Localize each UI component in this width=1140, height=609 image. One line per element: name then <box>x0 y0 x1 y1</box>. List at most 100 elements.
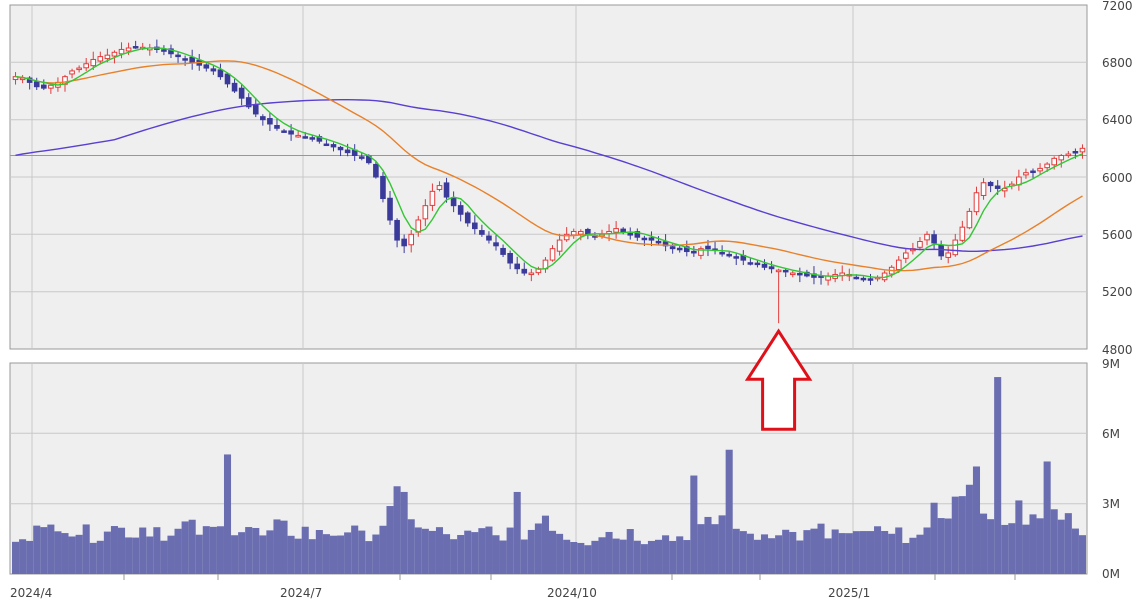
candle-body <box>634 231 641 238</box>
moving-average-short <box>15 47 1083 279</box>
volume-bar <box>845 533 853 574</box>
volume-bar <box>803 530 811 574</box>
volume-bar <box>322 534 330 574</box>
candle-body <box>464 212 471 224</box>
candle-body <box>549 248 556 261</box>
candle-body <box>691 250 697 254</box>
volume-bar <box>697 524 705 574</box>
x-axis-minor-ticks <box>123 574 1016 580</box>
volume-bar <box>259 535 267 574</box>
price-tick-7200: 7200 <box>1102 0 1133 13</box>
volume-bar <box>541 515 549 574</box>
candle-body <box>281 130 287 133</box>
candle-body <box>1079 147 1086 153</box>
candle-body <box>295 134 301 138</box>
volume-bar <box>506 527 514 574</box>
candle-body <box>387 197 393 221</box>
volume-bar <box>110 526 118 574</box>
x-axis: 2024/4 2024/7 2024/10 2025/1 <box>10 574 1016 600</box>
candle-body <box>1037 167 1043 172</box>
candle-body <box>408 233 415 246</box>
candle-body <box>775 269 782 273</box>
volume-bar <box>633 540 641 574</box>
candle-body <box>500 247 506 255</box>
candle-body <box>768 266 775 270</box>
volume-bar <box>605 531 613 574</box>
candle-body <box>111 51 118 57</box>
candle-body <box>797 272 803 276</box>
candle-body <box>959 226 966 241</box>
volume-bar <box>19 539 27 574</box>
volume-bar <box>139 527 147 574</box>
volume-bar <box>471 532 479 574</box>
candle-body <box>69 70 75 75</box>
price-tick-6400: 6400 <box>1102 113 1133 127</box>
price-panel <box>9 4 1088 350</box>
volume-bar <box>958 496 966 574</box>
volume-bar <box>103 531 111 574</box>
volume-bar <box>647 540 655 574</box>
candle-body <box>33 81 40 88</box>
volume-bar <box>82 524 90 574</box>
volume-bar <box>895 527 903 574</box>
candle-body <box>245 97 252 108</box>
volume-bar <box>146 536 154 574</box>
volume-bar <box>1064 513 1072 574</box>
candle-body <box>747 262 754 265</box>
price-data <box>10 39 1087 324</box>
candle-body <box>309 137 316 140</box>
volume-bar <box>824 538 832 574</box>
volume-bar <box>563 539 571 574</box>
volume-bar <box>273 519 281 574</box>
volume-bar <box>117 527 126 574</box>
candle-body <box>344 149 351 154</box>
volume-bar <box>831 529 839 574</box>
candle-body <box>973 192 980 213</box>
volume-bar <box>75 534 83 574</box>
candle-body <box>570 230 577 236</box>
volume-bar <box>838 533 846 574</box>
volume-bar <box>1078 535 1086 574</box>
volume-bar <box>358 530 366 574</box>
candle-body <box>97 56 104 62</box>
candle-body <box>224 73 231 85</box>
candle-body <box>1023 172 1029 176</box>
candle-body <box>132 46 139 49</box>
candle-body <box>1044 163 1050 169</box>
volume-bar <box>96 540 104 574</box>
volume-bar <box>980 513 988 574</box>
x-tick-2024-4: 2024/4 <box>10 586 52 600</box>
volume-bar <box>393 486 401 574</box>
volume-bar <box>315 530 323 574</box>
volume-bar <box>238 532 246 574</box>
candle-body <box>76 67 82 71</box>
candle-body <box>599 233 605 237</box>
volume-bar <box>1001 524 1009 574</box>
candle-body <box>966 210 973 229</box>
volume-bar <box>252 527 260 574</box>
candle-body <box>90 58 97 67</box>
volume-bar <box>789 531 797 574</box>
volume-bar <box>301 526 309 574</box>
candle-body <box>754 262 761 266</box>
volume-bar <box>817 523 825 574</box>
volume-bar <box>725 449 733 574</box>
candle-body <box>203 64 210 69</box>
volume-bar <box>1057 519 1065 574</box>
volume-bar <box>909 537 917 574</box>
candle-body <box>267 118 273 125</box>
volume-bar <box>153 527 161 574</box>
candle-body <box>1072 150 1079 154</box>
candle-body <box>443 182 450 198</box>
volume-bar <box>492 535 500 574</box>
candle-body <box>895 259 902 271</box>
volume-bar <box>1036 518 1044 574</box>
volume-bar <box>520 539 528 574</box>
volume-bar <box>89 542 97 574</box>
volume-bar <box>527 529 535 574</box>
x-tick-2025-1: 2025/1 <box>828 586 870 600</box>
arrow-up-annotation <box>744 328 813 431</box>
volume-bar <box>54 531 62 574</box>
volume-bar <box>400 491 408 574</box>
volume-bar <box>626 529 634 574</box>
